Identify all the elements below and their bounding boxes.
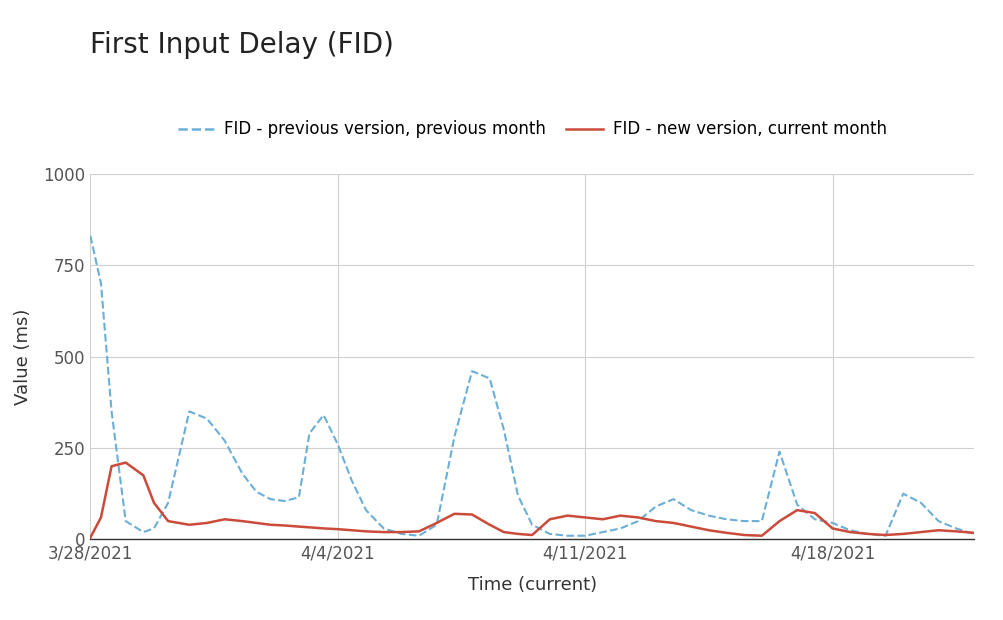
Line: FID - new version, current month: FID - new version, current month	[90, 463, 973, 538]
FID - new version, current month	[293, 523, 305, 530]
FID - previous version, previous month	[84, 232, 96, 239]
FID - new version, current month	[395, 528, 407, 536]
X-axis label: Time (current): Time (current)	[467, 576, 596, 594]
FID - previous version, previous month	[377, 525, 389, 532]
FID - previous version, previous month	[161, 499, 174, 507]
FID - new version, current month	[119, 459, 131, 466]
FID - previous version, previous month	[967, 530, 979, 538]
Text: First Input Delay (FID): First Input Delay (FID)	[90, 31, 394, 59]
FID - previous version, previous month	[879, 532, 891, 539]
FID - previous version, previous month	[949, 525, 961, 532]
FID - new version, current month	[84, 534, 96, 541]
FID - previous version, previous month	[279, 497, 291, 505]
Legend: FID - previous version, previous month, FID - new version, current month: FID - previous version, previous month, …	[171, 113, 893, 145]
FID - new version, current month	[879, 531, 891, 539]
Y-axis label: Value (ms): Value (ms)	[14, 308, 32, 405]
FID - new version, current month	[949, 528, 961, 535]
FID - previous version, previous month	[236, 470, 248, 477]
FID - new version, current month	[250, 519, 262, 526]
FID - new version, current month	[184, 521, 196, 528]
Line: FID - previous version, previous month: FID - previous version, previous month	[90, 236, 973, 536]
FID - new version, current month	[967, 529, 979, 536]
FID - previous version, previous month	[412, 532, 424, 539]
